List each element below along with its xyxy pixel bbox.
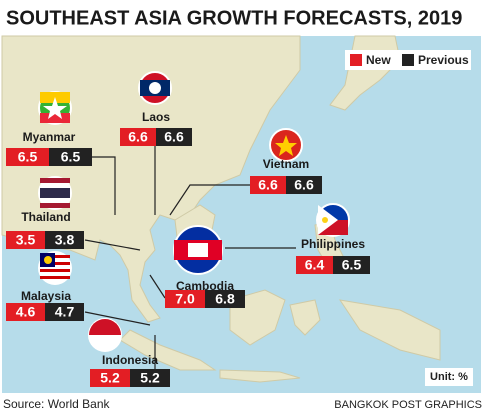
- country-name: Laos: [142, 110, 170, 124]
- previous-box: [45, 303, 84, 321]
- unit-box: [425, 368, 473, 386]
- previous-box: [286, 176, 322, 194]
- new-value: 6.6: [128, 129, 148, 145]
- country-name: Myanmar: [23, 130, 76, 144]
- credit: BANGKOK POST GRAPHICS: [334, 399, 482, 411]
- country-name: Indonesia: [102, 353, 158, 367]
- new-box: [6, 148, 49, 166]
- country-labels: Laos 6.6 6.6 Myanmar 6.5 6.5 Vietnam 6.6 6.6 Thai…: [6, 110, 370, 387]
- new-value: 5.2: [100, 370, 120, 386]
- new-box: [120, 128, 156, 146]
- unit: Unit: %: [430, 371, 468, 383]
- legend-swatch-previous: [402, 54, 414, 66]
- new-value: 3.5: [16, 232, 36, 248]
- flag-vietnam: [269, 128, 303, 162]
- previous-value: 5.2: [140, 370, 160, 386]
- flag-laos: [138, 71, 172, 105]
- previous-value: 6.6: [294, 177, 314, 193]
- previous-value: 6.6: [164, 129, 184, 145]
- legend-new: New: [366, 53, 391, 67]
- new-value: 7.0: [175, 291, 195, 307]
- new-value: 6.5: [18, 149, 38, 165]
- source: Source: World Bank: [3, 397, 110, 411]
- flags: [38, 71, 350, 352]
- new-box: [165, 290, 205, 308]
- country-name: Malaysia: [21, 289, 71, 303]
- flag-myanmar: [38, 91, 72, 125]
- new-box: [90, 369, 130, 387]
- previous-value: 4.7: [55, 304, 75, 320]
- flag-philippines: [316, 203, 350, 237]
- leader-lines: [84, 146, 296, 369]
- new-box: [296, 256, 333, 274]
- legend: New Previous: [345, 50, 471, 70]
- previous-value: 3.8: [55, 232, 75, 248]
- previous-box: [130, 369, 170, 387]
- country-name: Thailand: [21, 210, 70, 224]
- previous-box: [205, 290, 245, 308]
- new-value: 4.6: [16, 304, 36, 320]
- new-value: 6.6: [258, 177, 278, 193]
- new-box: [6, 231, 45, 249]
- previous-box: [49, 148, 92, 166]
- flag-thailand: [38, 176, 72, 210]
- country-name: Philippines: [301, 237, 365, 251]
- flag-indonesia: [88, 318, 122, 352]
- country-name: Vietnam: [263, 157, 309, 171]
- previous-value: 6.5: [61, 149, 81, 165]
- previous-value: 6.5: [342, 257, 362, 273]
- new-box: [250, 176, 286, 194]
- flag-malaysia: [38, 251, 72, 285]
- flag-cambodia: [173, 225, 223, 275]
- new-box: [6, 303, 45, 321]
- previous-box: [333, 256, 370, 274]
- previous-box: [45, 231, 84, 249]
- country-name: Cambodia: [176, 279, 234, 293]
- legend-swatch-new: [350, 54, 362, 66]
- new-value: 6.4: [305, 257, 325, 273]
- previous-box: [156, 128, 192, 146]
- legend-previous: Previous: [418, 53, 469, 67]
- title: SOUTHEAST ASIA GROWTH FORECASTS, 2019: [6, 7, 462, 29]
- previous-value: 6.8: [215, 291, 235, 307]
